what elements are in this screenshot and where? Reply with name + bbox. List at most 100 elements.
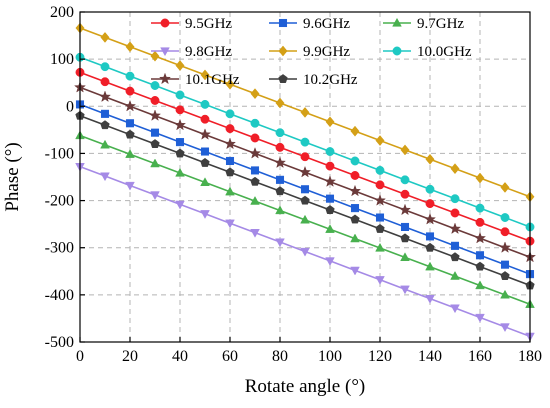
data-point (100, 172, 110, 182)
legend-marker (278, 18, 288, 28)
data-point (150, 50, 160, 62)
data-point (375, 242, 385, 252)
data-point (248, 147, 262, 159)
y-tick-label: 200 (50, 4, 74, 21)
legend-marker (160, 47, 170, 57)
data-point (175, 200, 185, 210)
data-point (473, 231, 487, 244)
data-point (250, 133, 260, 143)
data-point (275, 186, 285, 196)
data-point (325, 147, 335, 156)
data-point (475, 172, 485, 184)
legend-label: 9.5GHz (185, 16, 232, 32)
series-layer (73, 22, 537, 342)
data-point (323, 175, 337, 187)
data-point (325, 194, 335, 203)
data-point (400, 285, 410, 295)
data-point (350, 171, 360, 180)
data-point (100, 77, 110, 87)
legend-label: 10.2GHz (303, 72, 358, 88)
data-point (200, 157, 210, 167)
legend-label: 9.7GHz (417, 16, 464, 32)
data-point (500, 181, 510, 193)
data-point (125, 119, 135, 128)
data-point (175, 105, 185, 115)
series-9.6GHz (75, 100, 535, 279)
data-point (325, 257, 335, 267)
data-point (100, 62, 110, 72)
data-point (175, 90, 185, 100)
data-point (375, 276, 385, 285)
data-point (225, 156, 235, 166)
legend-item: 10.1GHz (151, 72, 240, 88)
data-point (225, 78, 235, 90)
data-point (150, 191, 160, 201)
x-tick-label: 20 (122, 348, 138, 365)
data-point (348, 184, 362, 197)
data-point (450, 252, 460, 262)
y-tick-label: 0 (66, 98, 74, 115)
data-point (425, 295, 435, 304)
data-point (375, 213, 385, 222)
data-point (350, 214, 360, 224)
data-point (450, 194, 460, 204)
legend-item: 9.9GHz (269, 44, 350, 60)
data-point (500, 289, 510, 299)
data-point (450, 208, 460, 218)
data-point (273, 156, 287, 169)
data-point (125, 41, 135, 53)
data-point (450, 271, 460, 280)
x-tick-label: 120 (368, 348, 392, 365)
data-point (425, 153, 435, 165)
data-point (400, 175, 410, 185)
x-tick-label: 40 (172, 348, 188, 365)
data-point (150, 96, 160, 105)
legend-label: 9.6GHz (303, 16, 350, 32)
data-point (300, 185, 310, 194)
data-point (325, 205, 335, 214)
legend-label: 10.0GHz (417, 44, 472, 60)
data-point (325, 116, 335, 128)
axis-ticks: 0 20 40 60 80 100 120 140 160 180 200 100 0 -100 -200 -… (45, 4, 542, 365)
data-point (250, 118, 260, 128)
legend-item: 9.5GHz (151, 16, 232, 32)
series-9.7GHz (75, 130, 535, 308)
series-9.8GHz (75, 163, 535, 342)
plot-frame (79, 11, 531, 343)
data-point (425, 199, 435, 209)
data-point (125, 71, 135, 81)
legend: 9.5GHz 9.6GHz 9.7GHz 9.8GHz 9.9GHz 10.0GHz 10.… (151, 16, 472, 88)
data-point (475, 217, 485, 227)
data-point (175, 138, 185, 147)
legend-marker (392, 17, 402, 27)
x-tick-label: 60 (222, 348, 238, 365)
data-point (175, 167, 185, 177)
y-tick-label: -200 (45, 193, 74, 210)
x-tick-label: 140 (418, 348, 442, 365)
data-point (450, 163, 460, 175)
data-point (150, 158, 160, 168)
data-point (350, 125, 360, 137)
y-tick-label: 100 (50, 51, 74, 68)
data-point (148, 109, 162, 121)
data-point (325, 161, 335, 171)
data-point (100, 139, 110, 149)
data-point (500, 260, 510, 269)
data-point (375, 135, 385, 146)
data-point (125, 149, 135, 158)
data-point (448, 222, 462, 235)
legend-marker (160, 18, 170, 28)
data-point (500, 271, 510, 280)
data-point (450, 304, 460, 314)
data-point (500, 323, 510, 333)
series-10.0GHz (75, 52, 535, 232)
legend-marker (158, 72, 172, 85)
data-point (150, 128, 160, 137)
data-point (475, 251, 485, 260)
data-point (250, 196, 260, 205)
data-point (175, 60, 185, 71)
data-point (350, 156, 360, 166)
legend-label: 9.8GHz (185, 44, 232, 60)
data-point (325, 224, 335, 233)
